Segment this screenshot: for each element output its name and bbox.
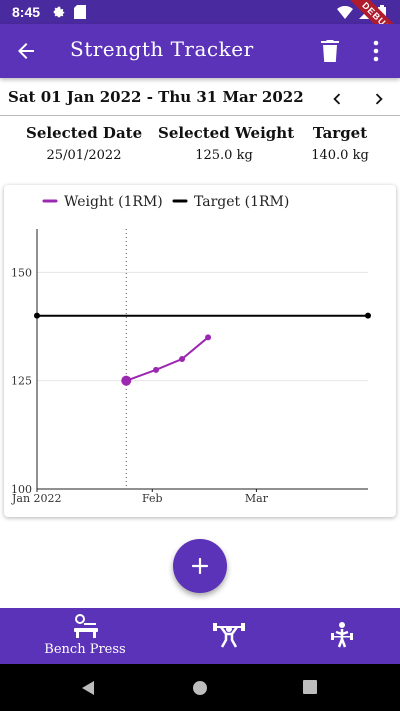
selected-weight-value: 125.0 kg (195, 148, 253, 163)
selected-weight: Selected Weight 125.0 kg (158, 124, 295, 163)
selected-date: Selected Date 25/01/2022 (26, 124, 142, 163)
system-nav-bar (0, 664, 400, 711)
y-tick-label: 150 (11, 266, 32, 279)
nav-label-bench-press: Bench Press (44, 642, 126, 657)
x-tick-label: Mar (245, 492, 269, 505)
selection-summary: Selected Date 25/01/2022 Selected Weight… (0, 124, 400, 174)
target: Target 140.0 kg (304, 124, 376, 163)
selected-date-label: Selected Date (26, 124, 143, 142)
chevron-left-icon[interactable] (326, 88, 348, 110)
sd-card-icon (74, 5, 86, 19)
status-time: 8:45 (12, 4, 41, 20)
data-point (34, 312, 40, 319)
nav-item-bench-press[interactable]: Bench Press (30, 608, 140, 664)
y-tick-label: 125 (11, 375, 32, 388)
app-bar: Strength Tracker (0, 24, 400, 78)
gear-icon (53, 6, 65, 18)
data-point (153, 366, 160, 373)
legend-label: Weight (1RM) (64, 194, 163, 210)
x-tick-label: Jan 2022 (11, 492, 62, 505)
selected-date-value: 25/01/2022 (46, 148, 122, 163)
target-label: Target (312, 124, 368, 142)
chevron-right-icon[interactable] (368, 88, 390, 110)
data-point (365, 312, 371, 319)
recents-square-icon[interactable] (303, 680, 317, 694)
trash-icon[interactable] (318, 38, 342, 64)
add-entry-button[interactable] (173, 539, 227, 593)
target-value: 140.0 kg (311, 148, 369, 163)
weightlifter-icon (213, 623, 245, 648)
status-bar: 8:45 DEBUG (0, 0, 400, 54)
weight-chart[interactable]: Weight (1RM) Target (1RM) 100 125 150 Jan 202… (4, 185, 396, 517)
nav-item-weightlifting[interactable] (205, 608, 253, 664)
more-vert-icon[interactable] (366, 38, 386, 64)
back-triangle-icon[interactable] (80, 680, 96, 696)
series-line (125, 336, 209, 382)
bottom-nav: Bench Press (0, 608, 400, 664)
nav-item-deadlift[interactable] (320, 608, 364, 664)
back-arrow-icon[interactable] (14, 39, 38, 63)
date-range-label: Sat 01 Jan 2022 - Thu 31 Mar 2022 (8, 88, 304, 106)
plus-icon (191, 557, 209, 575)
home-circle-icon[interactable] (192, 680, 208, 696)
data-point (205, 334, 212, 341)
y-tick-label: 100 (11, 483, 32, 496)
data-point (179, 356, 186, 362)
x-tick-label: Feb (142, 492, 163, 505)
wifi-icon (337, 5, 353, 19)
bench-press-icon (74, 614, 98, 638)
legend-label: Target (1RM) (194, 194, 289, 210)
page-title: Strength Tracker (70, 37, 254, 61)
chart-card[interactable]: Weight (1RM) Target (1RM) 100 125 150 Jan 202… (4, 185, 396, 517)
date-range-bar: Sat 01 Jan 2022 - Thu 31 Mar 2022 (0, 80, 400, 116)
data-point (121, 375, 132, 386)
deadlift-icon (331, 622, 353, 648)
selected-weight-label: Selected Weight (158, 124, 295, 142)
